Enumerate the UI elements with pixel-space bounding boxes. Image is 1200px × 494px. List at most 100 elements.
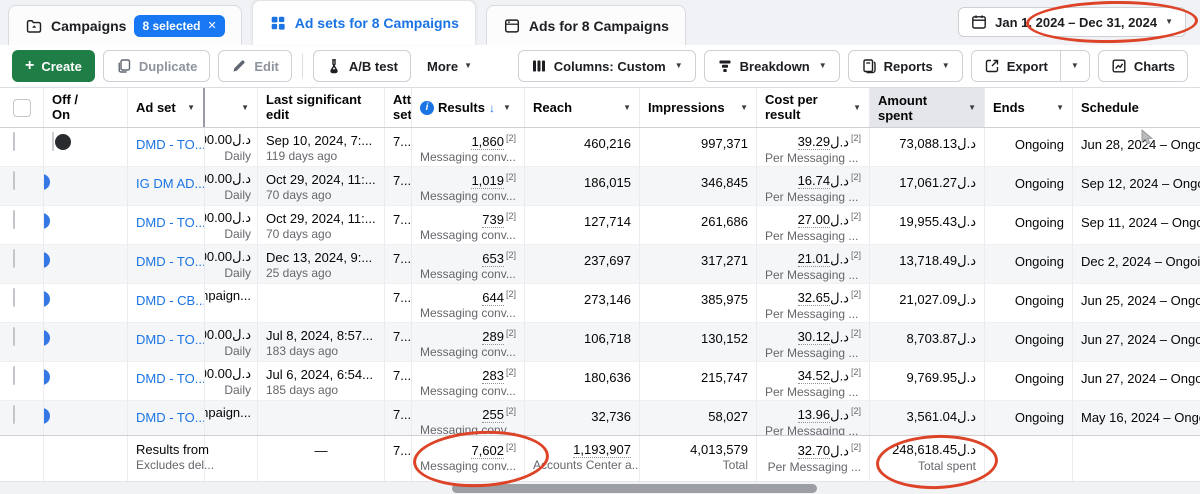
- cpr-value: 13.96: [797, 407, 831, 424]
- duplicate-label: Duplicate: [138, 58, 198, 74]
- row-checkbox[interactable]: [13, 327, 15, 346]
- select-all-checkbox[interactable]: [13, 98, 31, 117]
- header-attribution-setting[interactable]: Att set: [385, 88, 412, 127]
- ad-set-link[interactable]: DMD - CB...: [136, 293, 205, 308]
- summary-att-cell: 7...: [385, 436, 412, 481]
- charts-button[interactable]: Charts: [1097, 50, 1188, 82]
- cpr-type: Per Messaging ...: [765, 385, 859, 400]
- ads-frame-icon: [504, 18, 519, 33]
- header-schedule[interactable]: Schedule: [1073, 88, 1200, 127]
- tab-ads[interactable]: Ads for 8 Campaigns: [485, 5, 686, 45]
- header-last-significant-edit[interactable]: Last significant edit: [258, 88, 385, 127]
- tab-ad-sets[interactable]: Ad sets for 8 Campaigns: [251, 0, 476, 45]
- ad-set-link[interactable]: DMD - TO...: [136, 215, 205, 230]
- reach-value: 127,714: [584, 214, 631, 229]
- attribution-setting: 7...: [393, 173, 412, 188]
- clear-selection-icon[interactable]: ✕: [207, 20, 217, 32]
- ab-test-label: A/B test: [348, 58, 399, 74]
- budget-cadence: Daily: [224, 227, 251, 241]
- header-cost-per-result[interactable]: Cost per result ▼: [757, 88, 870, 127]
- horizontal-scrollbar-thumb[interactable]: [452, 484, 817, 493]
- row-checkbox[interactable]: [13, 210, 15, 229]
- schedule-value: May 16, 2024 – Ongoing: [1081, 410, 1200, 425]
- export-button[interactable]: Export: [971, 51, 1060, 81]
- ends-value: Ongoing: [1014, 371, 1064, 386]
- row-schedule-cell: Jun 27, 2024 – Ongoing: [1073, 362, 1200, 400]
- summary-results-sub: Messaging conv...: [420, 459, 516, 474]
- edit-date: Dec 13, 2024, 9:...: [266, 250, 373, 265]
- row-reach-cell: 186,015: [525, 167, 640, 205]
- schedule-value: Sep 12, 2024 – Ongoing: [1081, 176, 1200, 191]
- budget-amount: 200.00: [205, 171, 233, 186]
- ad-set-link[interactable]: DMD - TO...: [136, 332, 205, 347]
- ad-set-link[interactable]: DMD - TO...: [136, 137, 205, 152]
- header-results[interactable]: i Results ↓ ▼: [412, 88, 525, 127]
- ends-value: Ongoing: [1014, 137, 1064, 152]
- ends-value: Ongoing: [1014, 293, 1064, 308]
- currency-symbol: ل.د: [957, 409, 976, 424]
- more-label: More: [427, 58, 459, 74]
- footnote-ref: [2]: [505, 133, 516, 143]
- tab-ads-label: Ads for 8 Campaigns: [528, 17, 669, 34]
- ad-set-link[interactable]: DMD - TO...: [136, 371, 205, 386]
- currency-symbol: ل.د: [232, 210, 251, 225]
- header-off-on-label: Off / On: [52, 91, 78, 122]
- info-icon[interactable]: i: [420, 100, 434, 115]
- flask-icon: [330, 59, 338, 74]
- row-impressions-cell: 261,686: [640, 206, 757, 244]
- header-schedule-label: Schedule: [1081, 100, 1139, 115]
- row-cpr-cell: 13.96ل.د [2] Per Messaging ...: [757, 401, 870, 435]
- header-reach[interactable]: Reach ▼: [525, 88, 640, 127]
- more-button[interactable]: More ▼: [419, 59, 480, 74]
- reports-icon: [862, 59, 876, 74]
- ad-set-link[interactable]: DMD - TO...: [136, 410, 205, 425]
- header-impressions[interactable]: Impressions ▼: [640, 88, 757, 127]
- row-checkbox[interactable]: [13, 171, 15, 190]
- tab-campaigns[interactable]: Campaigns 8 selected ✕: [8, 5, 242, 45]
- export-split-button: Export ▼: [970, 50, 1090, 82]
- header-amount-spent[interactable]: Amount spent ▼: [870, 88, 985, 127]
- date-range-picker[interactable]: Jan 1, 2024 – Dec 31, 2024 ▼: [958, 7, 1186, 37]
- row-edit-cell: Jul 6, 2024, 6:54... 185 days ago: [258, 362, 385, 400]
- edit-button[interactable]: Edit: [218, 50, 292, 82]
- footnote-ref: [2]: [505, 211, 516, 221]
- footnote-ref: [2]: [505, 250, 516, 260]
- row-checkbox[interactable]: [13, 249, 15, 268]
- impressions-value: 215,747: [701, 370, 748, 385]
- row-toggle[interactable]: [52, 132, 54, 151]
- row-budget-cell: 300.00ل.د Daily: [205, 128, 258, 166]
- export-options-button[interactable]: ▼: [1059, 51, 1089, 81]
- columns-button[interactable]: Columns: Custom ▼: [517, 50, 696, 82]
- header-ends[interactable]: Ends ▼: [985, 88, 1073, 127]
- header-ad-set[interactable]: Ad set ▼: [128, 88, 205, 127]
- row-checkbox[interactable]: [13, 132, 15, 151]
- row-reach-cell: 106,718: [525, 323, 640, 361]
- budget-amount: 500.00: [205, 249, 233, 264]
- chevron-down-icon: ▼: [941, 61, 950, 70]
- row-checkbox[interactable]: [13, 366, 15, 385]
- row-checkbox[interactable]: [13, 288, 15, 307]
- duplicate-button[interactable]: Duplicate: [102, 50, 211, 82]
- reports-button[interactable]: Reports ▼: [847, 50, 963, 82]
- results-type: Messaging conv...: [420, 150, 516, 165]
- summary-edit-dash: —: [314, 443, 328, 458]
- impressions-value: 385,975: [701, 292, 748, 307]
- row-att-cell: 7...: [385, 284, 412, 322]
- ab-test-button[interactable]: A/B test: [312, 50, 412, 82]
- row-edit-cell: Dec 13, 2024, 9:... 25 days ago: [258, 245, 385, 283]
- budget-cadence: Daily: [224, 344, 251, 358]
- selected-count-badge[interactable]: 8 selected ✕: [134, 14, 225, 37]
- footnote-ref: [2]: [850, 172, 861, 182]
- ad-set-link[interactable]: IG DM AD...: [136, 176, 205, 191]
- currency-symbol: ل.د: [830, 251, 849, 267]
- breakdown-button[interactable]: Breakdown ▼: [703, 50, 840, 82]
- summary-reach-value: 1,193,907: [573, 442, 631, 458]
- row-cpr-cell: 21.01ل.د [2] Per Messaging ...: [757, 245, 870, 283]
- cpr-value: 34.52: [797, 368, 831, 385]
- summary-spent-cell: 248,618.45ل.د Total spent: [870, 436, 985, 481]
- create-button[interactable]: + Create: [12, 50, 95, 82]
- row-select-cell: [0, 401, 44, 435]
- header-budget[interactable]: ▼: [205, 88, 258, 127]
- row-checkbox[interactable]: [13, 405, 15, 424]
- ad-set-link[interactable]: DMD - TO...: [136, 254, 205, 269]
